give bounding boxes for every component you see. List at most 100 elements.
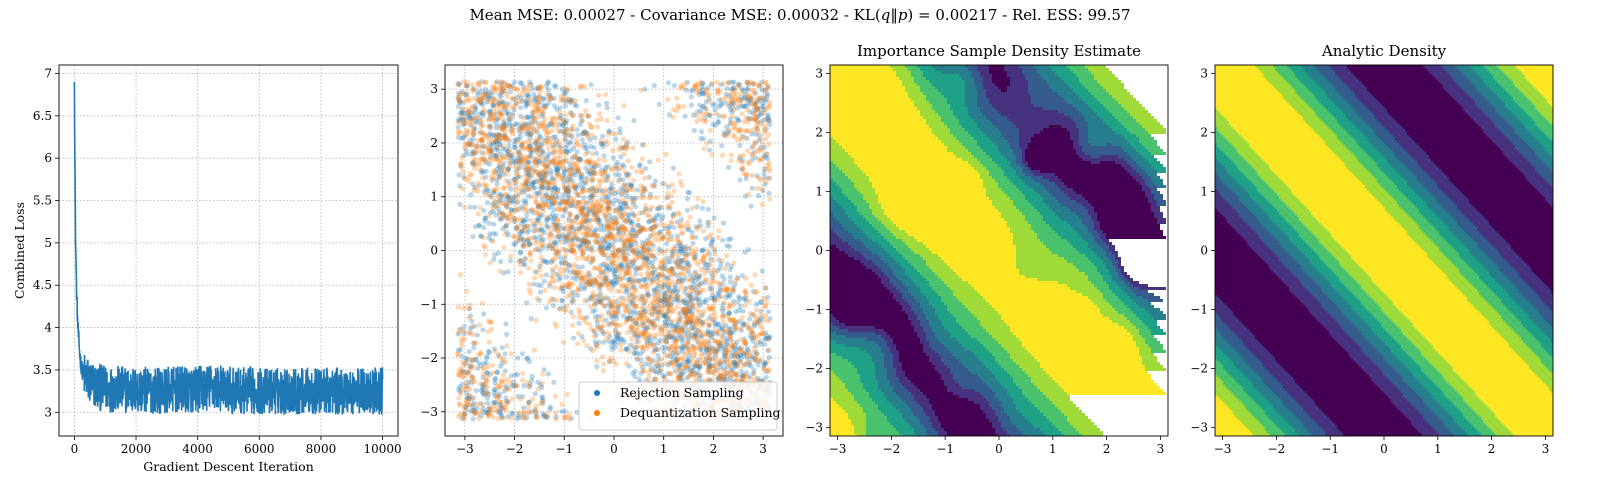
- scatter-point: [603, 100, 610, 106]
- scatter-point: [721, 329, 728, 335]
- scatter-point: [702, 338, 708, 344]
- scatter-point: [528, 194, 535, 200]
- scatter-point: [698, 266, 704, 272]
- scatter-point: [499, 415, 505, 421]
- scatter-point: [747, 354, 753, 360]
- scatter-point: [486, 150, 492, 156]
- scatter-point: [595, 124, 601, 130]
- scatter-point: [719, 152, 725, 158]
- scatter-point: [738, 97, 744, 103]
- scatter-point: [533, 159, 539, 165]
- scatter-point: [485, 400, 491, 406]
- scatter-point: [459, 100, 465, 106]
- scatter-point: [457, 272, 463, 278]
- scatter-point: [521, 224, 527, 230]
- scatter-point: [463, 355, 470, 361]
- scatter-point: [548, 168, 554, 174]
- scatter-point: [631, 212, 637, 218]
- scatter-point: [474, 332, 480, 338]
- scatter-point: [666, 112, 673, 118]
- scatter-point: [709, 152, 715, 158]
- scatter-point: [675, 288, 681, 294]
- scatter-point: [649, 253, 656, 259]
- scatter-point: [633, 271, 639, 277]
- scatter-point: [740, 152, 746, 158]
- scatter-point: [678, 334, 685, 340]
- scatter-point: [553, 213, 560, 219]
- scatter-point: [639, 296, 645, 302]
- scatter-point: [766, 354, 772, 360]
- scatter-point: [683, 244, 689, 250]
- scatter-point: [543, 163, 549, 169]
- scatter-point: [542, 287, 548, 294]
- scatter-point: [617, 237, 623, 243]
- scatter-point: [604, 141, 610, 148]
- scatter-point: [706, 96, 712, 102]
- scatter-point: [565, 194, 571, 200]
- scatter-point: [546, 195, 552, 201]
- scatter-point: [757, 341, 764, 347]
- scatter-point: [753, 108, 759, 114]
- scatter-point: [520, 370, 526, 376]
- scatter-point: [504, 343, 510, 349]
- scatter-point: [694, 204, 700, 210]
- scatter-point: [563, 158, 570, 164]
- scatter-point: [591, 328, 597, 334]
- scatter-point: [698, 108, 704, 114]
- scatter-point: [646, 195, 652, 201]
- scatter-point: [574, 103, 580, 109]
- scatter-point: [596, 198, 602, 204]
- scatter-point: [526, 265, 532, 271]
- scatter-point: [473, 105, 479, 111]
- scatter-point: [625, 158, 631, 164]
- scatter-point: [752, 101, 758, 107]
- scatter-point: [505, 148, 511, 154]
- scatter-point: [472, 156, 478, 162]
- scatter-point: [714, 339, 721, 345]
- scatter-point: [745, 247, 752, 253]
- scatter-point: [639, 170, 645, 176]
- scatter-point: [595, 266, 601, 272]
- scatter-point: [618, 164, 624, 170]
- scatter-point: [631, 351, 637, 357]
- scatter-point: [711, 245, 717, 251]
- scatter-point: [471, 345, 477, 351]
- scatter-point: [639, 226, 645, 232]
- scatter-point: [577, 244, 583, 250]
- scatter-point: [719, 314, 725, 321]
- scatter-point: [480, 175, 486, 181]
- scatter-point: [755, 339, 761, 345]
- scatter-point: [737, 337, 744, 343]
- scatter-point: [721, 220, 727, 226]
- scatter-point: [687, 214, 693, 220]
- scatter-point: [583, 175, 589, 181]
- scatter-point: [685, 341, 691, 347]
- scatter-point: [537, 133, 543, 139]
- scatter-point: [505, 269, 511, 275]
- scatter-point: [470, 150, 476, 156]
- scatter-point: [466, 128, 472, 134]
- scatter-point: [694, 81, 700, 88]
- scatter-point: [689, 277, 695, 283]
- scatter-point: [665, 96, 671, 102]
- scatter-point: [464, 357, 470, 363]
- scatter-point: [472, 103, 478, 109]
- scatter-point: [616, 198, 622, 204]
- scatter-point: [629, 315, 635, 321]
- scatter-point: [529, 146, 535, 152]
- scatter-point: [659, 362, 665, 368]
- scatter-point: [607, 280, 613, 286]
- scatter-point: [587, 281, 593, 288]
- scatter-point: [537, 248, 543, 254]
- scatter-point: [468, 116, 475, 122]
- y-tick-label: 5.5: [33, 194, 52, 208]
- scatter-point: [519, 128, 525, 134]
- scatter-point: [530, 113, 536, 120]
- scatter-point: [638, 323, 644, 329]
- scatter-point: [471, 131, 477, 137]
- scatter-point: [537, 213, 543, 219]
- scatter-point: [465, 94, 471, 100]
- scatter-point: [463, 405, 469, 411]
- scatter-point: [618, 342, 624, 348]
- scatter-point: [693, 89, 700, 96]
